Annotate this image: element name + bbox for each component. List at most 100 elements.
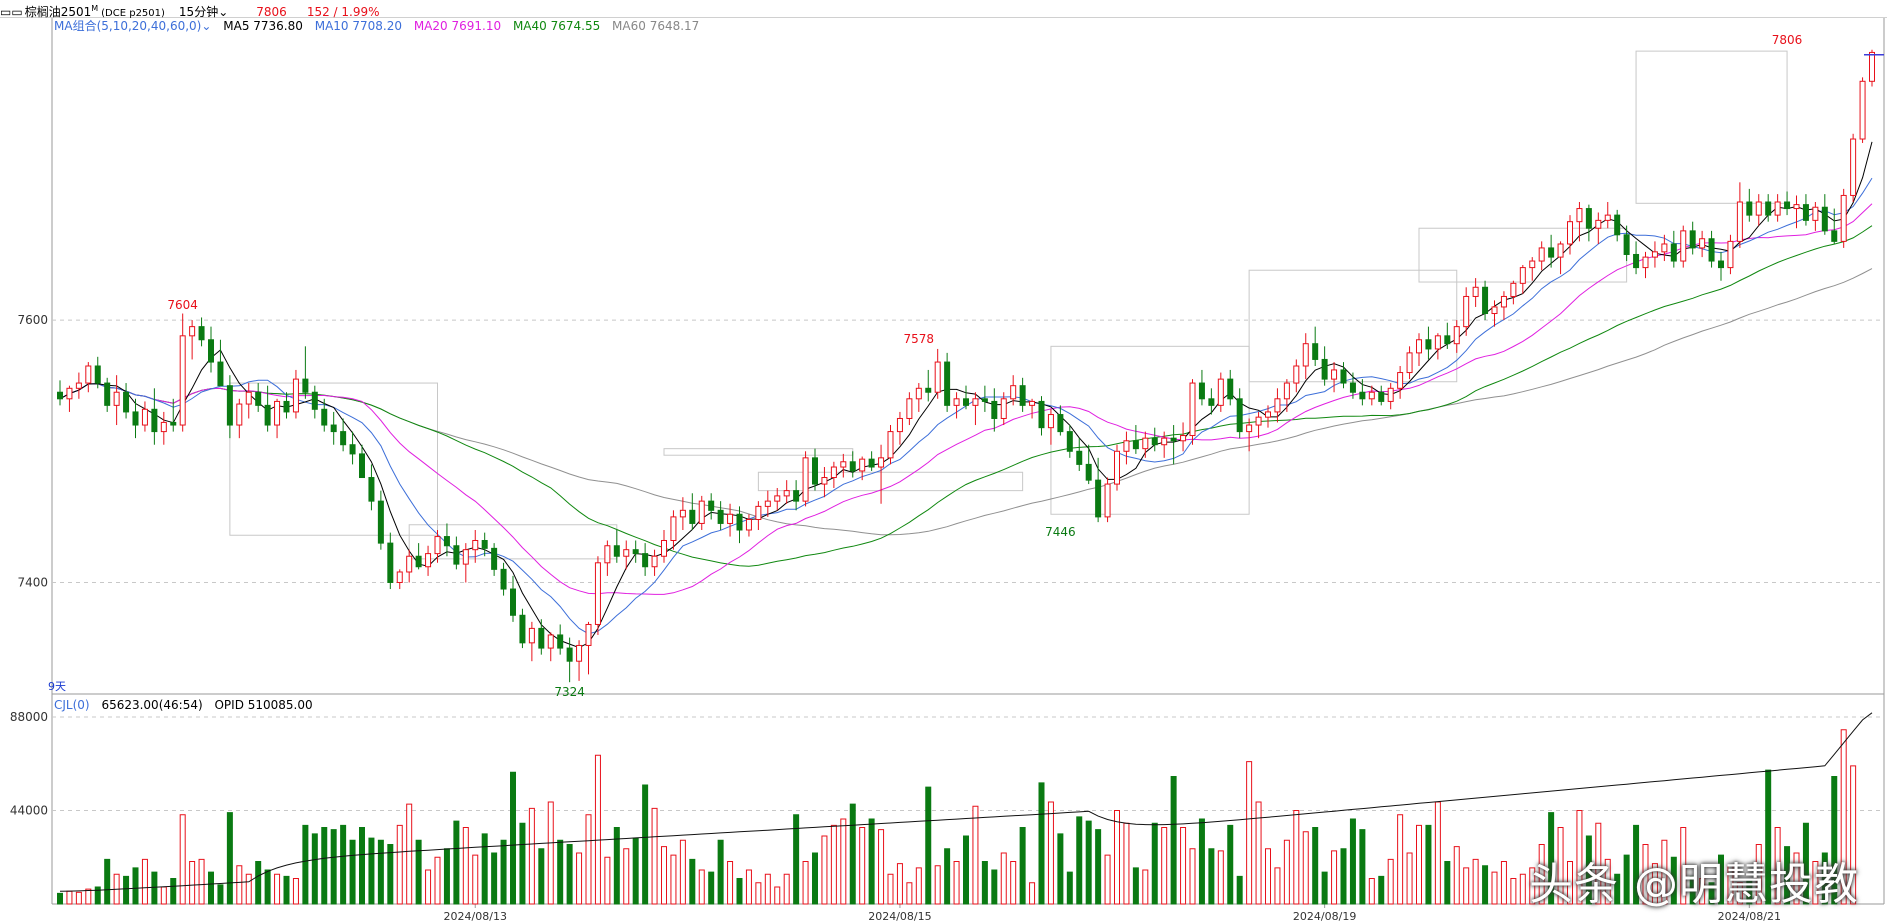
candle bbox=[1604, 202, 1611, 229]
candle-body bbox=[1765, 201, 1772, 216]
ma-group-selector[interactable]: MA组合(5,10,20,40,60,0)⌄ bbox=[54, 19, 211, 33]
candle-body bbox=[1840, 194, 1847, 242]
candle bbox=[1378, 385, 1385, 406]
candle bbox=[774, 488, 781, 511]
volume-bar bbox=[1746, 880, 1753, 905]
candle-body bbox=[1510, 282, 1517, 297]
candle-body bbox=[774, 495, 781, 502]
candle-body bbox=[566, 647, 573, 662]
candle bbox=[1510, 280, 1517, 305]
candle-body bbox=[1689, 230, 1696, 249]
candle-body bbox=[1293, 365, 1300, 384]
candle bbox=[972, 392, 979, 426]
volume-bar bbox=[1670, 856, 1677, 905]
volume-bar bbox=[1831, 776, 1838, 905]
volume-bar bbox=[887, 873, 894, 905]
ma20-label: MA20 7691.10 bbox=[413, 19, 502, 33]
volume-bar bbox=[170, 878, 177, 905]
candle-body bbox=[1274, 398, 1281, 413]
volume-bar bbox=[519, 822, 526, 905]
candle-body bbox=[1793, 204, 1800, 210]
candle-body bbox=[387, 542, 394, 583]
candle-body bbox=[113, 391, 120, 406]
candle bbox=[1397, 366, 1404, 399]
candle bbox=[1850, 133, 1857, 202]
candle bbox=[1321, 346, 1328, 386]
candle bbox=[1651, 241, 1658, 268]
candle bbox=[472, 530, 479, 563]
volume-bar bbox=[1312, 827, 1319, 905]
open-interest-line bbox=[59, 712, 1873, 892]
candle-body bbox=[953, 398, 960, 406]
volume-bar bbox=[1633, 824, 1640, 905]
volume-bar bbox=[1057, 833, 1064, 905]
candle bbox=[925, 369, 932, 402]
volume-bar bbox=[500, 839, 507, 905]
candle-body bbox=[1217, 378, 1224, 406]
candle bbox=[887, 425, 894, 465]
volume-bar bbox=[434, 856, 441, 905]
candle bbox=[1387, 383, 1394, 410]
candle bbox=[1066, 425, 1073, 458]
candle bbox=[1463, 287, 1470, 336]
volume-bar bbox=[1321, 871, 1328, 905]
volume-bar bbox=[1132, 867, 1139, 905]
volume-bar bbox=[812, 852, 818, 905]
candle bbox=[566, 637, 573, 683]
candle bbox=[1755, 194, 1762, 226]
contract-code: (DCE p2501) bbox=[101, 8, 165, 19]
title-bar: ▭▭ 棕榈油2501M (DCE p2501) 15分钟⌄ 7806 152 / 1.99… bbox=[0, 0, 1887, 19]
period-selector[interactable]: 15分钟⌄ bbox=[179, 5, 228, 19]
volume-indicator-selector[interactable]: CJL(0) bbox=[54, 698, 90, 712]
dash-lines-icon[interactable]: ▭▭ bbox=[0, 5, 23, 19]
volume-bar bbox=[1161, 827, 1168, 905]
candle bbox=[396, 569, 403, 590]
candle-body bbox=[708, 500, 715, 511]
volume-bar bbox=[1397, 814, 1404, 905]
candle bbox=[717, 501, 724, 530]
candle bbox=[1529, 257, 1536, 281]
volume-bar bbox=[453, 820, 460, 905]
candle-body bbox=[1151, 437, 1158, 446]
candle-body bbox=[868, 458, 875, 468]
candle bbox=[1500, 291, 1507, 321]
volume-bar bbox=[585, 814, 592, 905]
volume-bar bbox=[1850, 765, 1857, 905]
volume-bar bbox=[1802, 822, 1809, 905]
candle-body bbox=[1746, 201, 1753, 216]
volume-bar bbox=[849, 803, 856, 905]
candle bbox=[944, 352, 951, 412]
candle-body bbox=[198, 326, 205, 341]
volume-bar bbox=[1416, 824, 1422, 905]
candle-body bbox=[1472, 286, 1479, 297]
candle-body bbox=[689, 509, 696, 524]
watermark-text: 头条 @明慧投教 bbox=[1529, 859, 1859, 910]
volume-bar bbox=[783, 873, 790, 905]
volume-bar bbox=[1699, 878, 1706, 905]
candle bbox=[66, 385, 73, 412]
volume-bar bbox=[1614, 873, 1621, 905]
candle bbox=[236, 398, 243, 439]
candle bbox=[1246, 418, 1253, 452]
candle bbox=[953, 392, 960, 419]
volume-bar bbox=[1557, 827, 1564, 905]
candle bbox=[661, 530, 667, 563]
volume-bar bbox=[1095, 829, 1102, 905]
candle bbox=[840, 453, 847, 478]
volume-bar bbox=[141, 858, 148, 905]
volume-bar bbox=[255, 861, 262, 905]
candle-body bbox=[1349, 382, 1356, 393]
volume-bar bbox=[1114, 810, 1120, 905]
ma40-line bbox=[59, 225, 1873, 567]
candle bbox=[708, 493, 715, 520]
candle-body bbox=[1604, 214, 1611, 221]
candle-body bbox=[510, 588, 516, 616]
candle bbox=[632, 540, 639, 563]
volume-bar bbox=[85, 888, 92, 905]
candle bbox=[1633, 241, 1640, 275]
candle-body bbox=[934, 361, 941, 393]
candle-body bbox=[1236, 398, 1243, 433]
x-tick-label: 2024/08/15 bbox=[868, 910, 931, 923]
candle-body bbox=[755, 505, 762, 521]
